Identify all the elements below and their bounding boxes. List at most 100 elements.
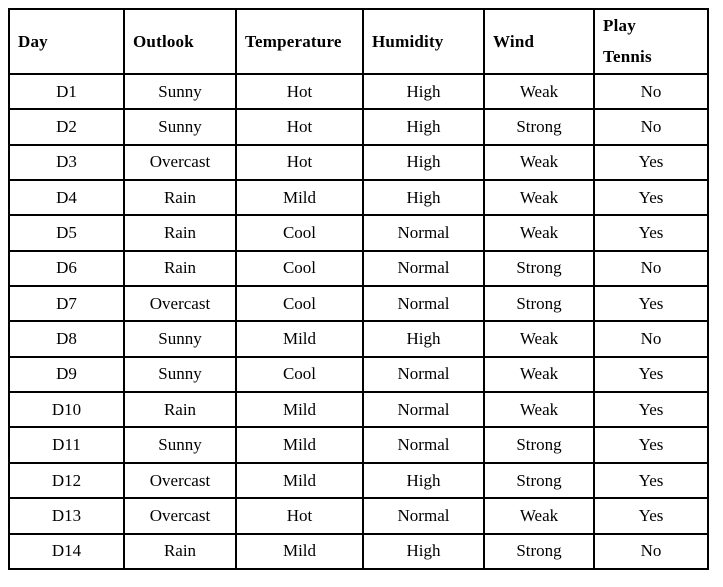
cell-day: D4	[8, 178, 125, 217]
cell-day: D9	[8, 355, 125, 394]
cell-temperature: Hot	[235, 143, 364, 181]
cell-wind: Strong	[483, 532, 595, 571]
col-header-humidity-label: Humidity	[372, 31, 444, 51]
cell-outlook: Sunny	[123, 108, 237, 146]
cell-outlook: Overcast	[123, 285, 237, 323]
cell-day: D13	[8, 497, 125, 535]
table-row-d5: D5 Rain Cool Normal Weak Yes	[8, 214, 709, 252]
cell-humidity: Normal	[362, 214, 485, 252]
cell-day: D6	[8, 249, 125, 288]
cell-day: D8	[8, 320, 125, 358]
cell-wind: Weak	[483, 214, 595, 252]
cell-day: D14	[8, 532, 125, 571]
cell-wind: Strong	[483, 108, 595, 146]
cell-temperature: Mild	[235, 426, 364, 464]
cell-play-tennis: No	[593, 72, 709, 111]
cell-wind: Weak	[483, 178, 595, 217]
cell-play-tennis: Yes	[593, 426, 709, 464]
cell-day: D1	[8, 72, 125, 111]
col-header-day: Day	[8, 8, 125, 75]
cell-humidity: Normal	[362, 249, 485, 288]
cell-temperature: Mild	[235, 320, 364, 358]
cell-play-tennis: No	[593, 108, 709, 146]
cell-wind: Weak	[483, 72, 595, 111]
cell-temperature: Hot	[235, 497, 364, 535]
cell-play-tennis: Yes	[593, 497, 709, 535]
cell-temperature: Mild	[235, 532, 364, 571]
col-header-outlook-label: Outlook	[133, 31, 194, 51]
cell-play-tennis: No	[593, 532, 709, 571]
cell-outlook: Overcast	[123, 461, 237, 500]
cell-outlook: Sunny	[123, 355, 237, 394]
cell-wind: Weak	[483, 497, 595, 535]
cell-wind: Strong	[483, 461, 595, 500]
table-row-d8: D8 Sunny Mild High Weak No	[8, 320, 709, 358]
cell-temperature: Cool	[235, 285, 364, 323]
table-row-d13: D13 Overcast Hot Normal Weak Yes	[8, 497, 709, 535]
cell-wind: Weak	[483, 391, 595, 429]
cell-humidity: Normal	[362, 426, 485, 464]
table-row-d11: D11 Sunny Mild Normal Strong Yes	[8, 426, 709, 464]
cell-play-tennis: Yes	[593, 285, 709, 323]
play-tennis-table: Day Outlook Temperature Humidity Wind Pl…	[8, 8, 709, 571]
cell-outlook: Rain	[123, 178, 237, 217]
header-row: Day Outlook Temperature Humidity Wind Pl…	[8, 8, 709, 75]
cell-outlook: Overcast	[123, 143, 237, 181]
cell-day: D12	[8, 461, 125, 500]
cell-humidity: Normal	[362, 391, 485, 429]
col-header-day-label: Day	[18, 31, 48, 51]
cell-outlook: Sunny	[123, 72, 237, 111]
col-header-humidity: Humidity	[362, 8, 485, 75]
cell-day: D2	[8, 108, 125, 146]
col-header-play-tennis: Play Tennis	[593, 8, 709, 75]
cell-day: D5	[8, 214, 125, 252]
cell-humidity: High	[362, 320, 485, 358]
table-row-d10: D10 Rain Mild Normal Weak Yes	[8, 391, 709, 429]
col-header-temperature: Temperature	[235, 8, 364, 75]
cell-humidity: High	[362, 72, 485, 111]
cell-wind: Weak	[483, 355, 595, 394]
cell-outlook: Rain	[123, 214, 237, 252]
table-row-d6: D6 Rain Cool Normal Strong No	[8, 249, 709, 288]
cell-play-tennis: No	[593, 320, 709, 358]
col-header-wind-label: Wind	[493, 31, 535, 51]
cell-temperature: Mild	[235, 461, 364, 500]
cell-humidity: Normal	[362, 497, 485, 535]
cell-temperature: Mild	[235, 178, 364, 217]
cell-outlook: Rain	[123, 249, 237, 288]
cell-humidity: High	[362, 108, 485, 146]
cell-temperature: Hot	[235, 72, 364, 111]
cell-wind: Strong	[483, 426, 595, 464]
cell-wind: Strong	[483, 285, 595, 323]
cell-day: D11	[8, 426, 125, 464]
cell-humidity: Normal	[362, 285, 485, 323]
table-row-d14: D14 Rain Mild High Strong No	[8, 532, 709, 571]
cell-outlook: Sunny	[123, 426, 237, 464]
cell-outlook: Overcast	[123, 497, 237, 535]
cell-humidity: High	[362, 461, 485, 500]
table-row-d1: D1 Sunny Hot High Weak No	[8, 72, 709, 111]
cell-wind: Weak	[483, 320, 595, 358]
col-header-wind: Wind	[483, 8, 595, 75]
cell-temperature: Mild	[235, 391, 364, 429]
cell-wind: Strong	[483, 249, 595, 288]
cell-play-tennis: Yes	[593, 214, 709, 252]
cell-outlook: Rain	[123, 532, 237, 571]
table-row-d7: D7 Overcast Cool Normal Strong Yes	[8, 285, 709, 323]
cell-humidity: High	[362, 143, 485, 181]
cell-temperature: Cool	[235, 355, 364, 394]
cell-temperature: Cool	[235, 249, 364, 288]
cell-temperature: Cool	[235, 214, 364, 252]
cell-play-tennis: No	[593, 249, 709, 288]
cell-day: D7	[8, 285, 125, 323]
cell-temperature: Hot	[235, 108, 364, 146]
cell-play-tennis: Yes	[593, 461, 709, 500]
table-row-d9: D9 Sunny Cool Normal Weak Yes	[8, 355, 709, 394]
cell-play-tennis: Yes	[593, 143, 709, 181]
cell-humidity: High	[362, 532, 485, 571]
cell-outlook: Sunny	[123, 320, 237, 358]
cell-outlook: Rain	[123, 391, 237, 429]
cell-day: D3	[8, 143, 125, 181]
cell-day: D10	[8, 391, 125, 429]
